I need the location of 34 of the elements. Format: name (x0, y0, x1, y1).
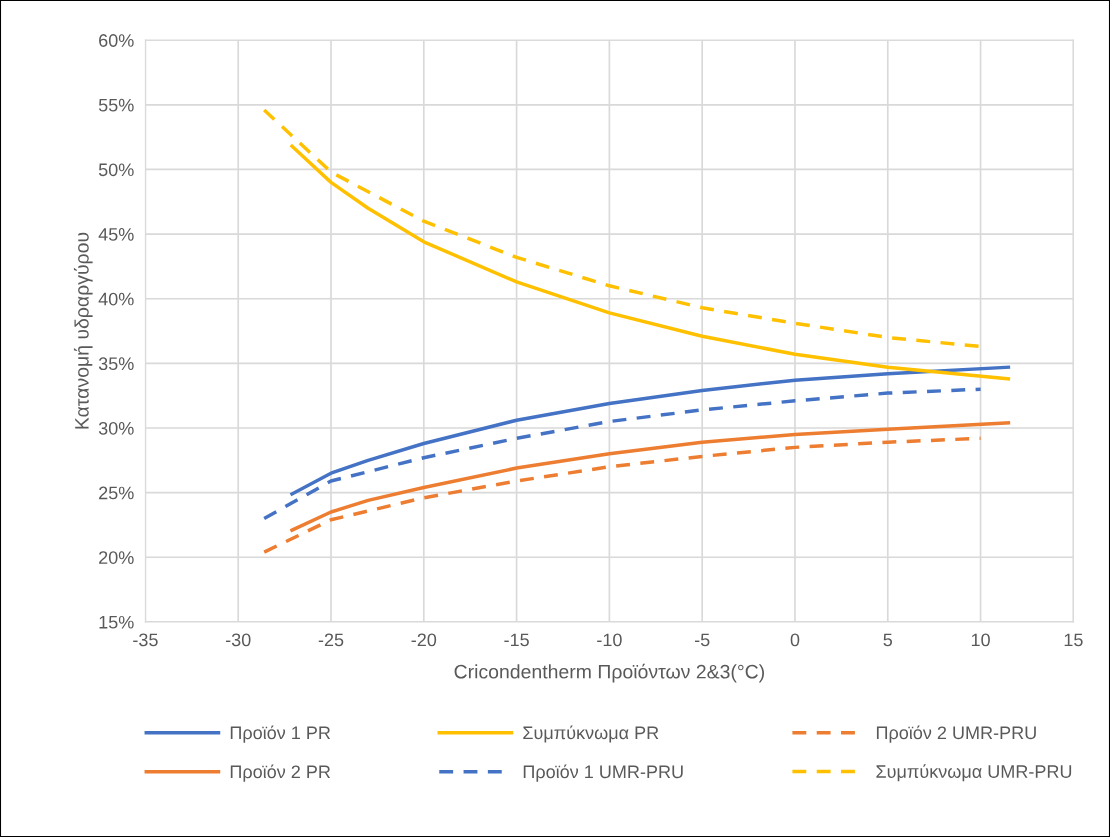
x-tick-label: 0 (790, 633, 800, 647)
x-tick-label: 15 (1064, 633, 1083, 647)
x-tick-label: -35 (133, 633, 158, 647)
x-tick-label: -15 (504, 633, 529, 647)
x-tick-label: -20 (411, 633, 437, 647)
x-tick-label: -10 (597, 633, 622, 647)
legend-label: Προϊόν 1 UMR-PRU (523, 764, 683, 782)
y-tick-label: 15% (99, 615, 134, 629)
legend-label: Προϊόν 2 UMR-PRU (876, 725, 1036, 743)
legend-label: Συμπύκνωμα UMR-PRU (876, 764, 1072, 782)
x-tick-label: -30 (225, 633, 251, 647)
y-tick-label: 55% (98, 98, 134, 112)
y-tick-label: 20% (99, 551, 134, 564)
y-tick-label: 25% (99, 486, 134, 500)
y-tick-label: 30% (98, 421, 134, 435)
line-series (290, 365, 1011, 496)
y-tick-label: 35% (98, 357, 134, 371)
line-series (290, 421, 1011, 532)
legend-label: Προϊόν 2 PR (230, 764, 331, 782)
x-tick-label: 5 (883, 633, 893, 647)
y-axis-title: Κατανομή υδραργύρου (73, 232, 93, 429)
x-tick-label: 10 (971, 633, 990, 647)
y-tick-label: 50% (98, 163, 134, 177)
y-tick-label: 45% (98, 228, 134, 241)
y-tick-label: 60% (99, 34, 134, 47)
y-tick-label: 40% (98, 292, 134, 306)
legend-label: Προϊόν 1 PR (230, 725, 331, 743)
x-tick-label: -25 (318, 633, 344, 647)
line-series (290, 144, 1011, 381)
line-series (262, 436, 983, 554)
x-tick-label: -5 (694, 633, 710, 647)
line-series (262, 387, 983, 521)
legend-label: Συμπύκνωμα PR (523, 725, 659, 743)
x-axis-title: Cricondentherm Προϊόντων 2&3(°C) (454, 663, 764, 683)
